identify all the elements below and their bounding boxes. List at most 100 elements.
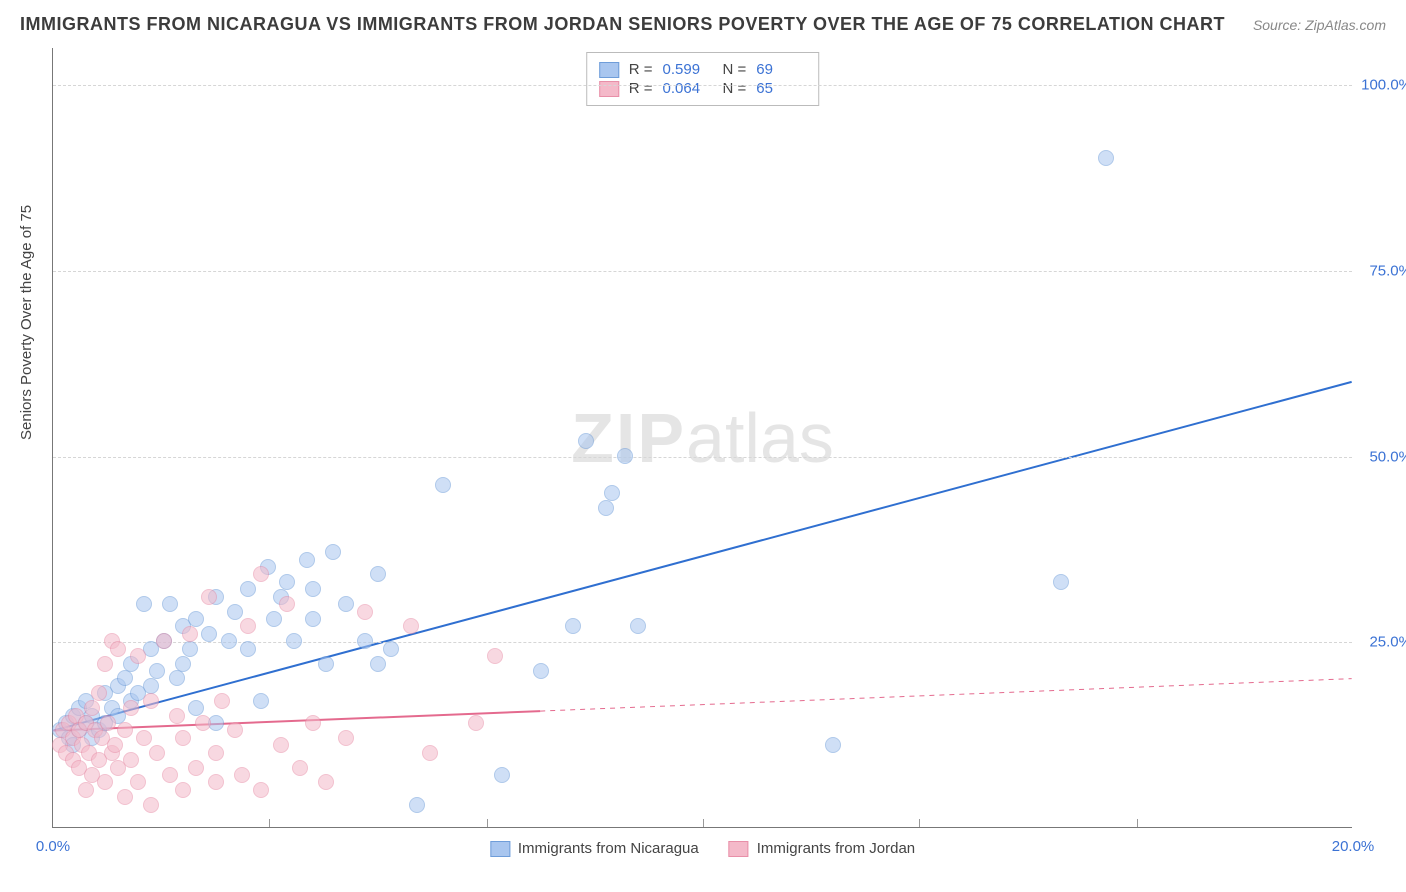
data-point [292, 760, 308, 776]
data-point [234, 767, 250, 783]
ytick-label: 25.0% [1357, 634, 1406, 651]
data-point [266, 611, 282, 627]
xtick-label: 20.0% [1332, 838, 1375, 855]
data-point [279, 596, 295, 612]
data-point [188, 611, 204, 627]
data-point [107, 737, 123, 753]
data-point [201, 589, 217, 605]
data-point [370, 656, 386, 672]
swatch-nicaragua-bottom [490, 841, 510, 857]
data-point [565, 618, 581, 634]
data-point [240, 581, 256, 597]
data-point [422, 745, 438, 761]
data-point [169, 708, 185, 724]
data-point [110, 641, 126, 657]
xtick-minor [487, 819, 488, 827]
data-point [188, 760, 204, 776]
data-point [598, 500, 614, 516]
data-point [338, 730, 354, 746]
ytick-label: 50.0% [1357, 448, 1406, 465]
data-point [117, 670, 133, 686]
ytick-label: 75.0% [1357, 262, 1406, 279]
data-point [578, 433, 594, 449]
data-point [117, 789, 133, 805]
data-point [123, 700, 139, 716]
data-point [617, 448, 633, 464]
data-point [208, 745, 224, 761]
data-point [143, 797, 159, 813]
data-point [273, 737, 289, 753]
data-point [825, 737, 841, 753]
data-point [227, 604, 243, 620]
data-point [143, 693, 159, 709]
data-point [182, 626, 198, 642]
data-point [169, 670, 185, 686]
data-point [100, 715, 116, 731]
data-point [299, 552, 315, 568]
data-point [117, 722, 133, 738]
data-point [357, 633, 373, 649]
data-point [487, 648, 503, 664]
gridline-h [53, 271, 1352, 272]
legend-label-nicaragua: Immigrants from Nicaragua [518, 840, 699, 857]
data-point [162, 596, 178, 612]
data-point [175, 656, 191, 672]
data-point [208, 774, 224, 790]
data-point [195, 715, 211, 731]
data-point [130, 648, 146, 664]
data-point [1053, 574, 1069, 590]
ytick-label: 100.0% [1357, 77, 1406, 94]
xtick-minor [269, 819, 270, 827]
data-point [97, 774, 113, 790]
data-point [383, 641, 399, 657]
data-point [279, 574, 295, 590]
data-point [240, 641, 256, 657]
data-point [286, 633, 302, 649]
xtick-minor [1137, 819, 1138, 827]
data-point [188, 700, 204, 716]
data-point [78, 782, 94, 798]
data-point [214, 693, 230, 709]
data-point [305, 715, 321, 731]
xtick-minor [703, 819, 704, 827]
data-point [156, 633, 172, 649]
data-point [175, 782, 191, 798]
plot-area: ZIPatlas R = 0.599 N = 69 R = 0.064 N = … [52, 48, 1352, 828]
data-point [357, 604, 373, 620]
data-point [123, 752, 139, 768]
data-point [162, 767, 178, 783]
data-point [84, 700, 100, 716]
data-point [435, 477, 451, 493]
title-bar: IMMIGRANTS FROM NICARAGUA VS IMMIGRANTS … [20, 14, 1386, 35]
data-point [318, 656, 334, 672]
legend-item-jordan: Immigrants from Jordan [729, 840, 915, 857]
legend-label-jordan: Immigrants from Jordan [757, 840, 915, 857]
regression-line-dashed [540, 679, 1351, 711]
data-point [604, 485, 620, 501]
xtick-label: 0.0% [36, 838, 70, 855]
data-point [325, 544, 341, 560]
data-point [136, 596, 152, 612]
data-point [1098, 150, 1114, 166]
data-point [253, 782, 269, 798]
data-point [227, 722, 243, 738]
swatch-jordan-bottom [729, 841, 749, 857]
data-point [630, 618, 646, 634]
data-point [403, 618, 419, 634]
chart-title: IMMIGRANTS FROM NICARAGUA VS IMMIGRANTS … [20, 14, 1225, 35]
source-attribution: Source: ZipAtlas.com [1253, 17, 1386, 33]
data-point [305, 581, 321, 597]
data-point [240, 618, 256, 634]
data-point [136, 730, 152, 746]
data-point [253, 566, 269, 582]
data-point [370, 566, 386, 582]
data-point [409, 797, 425, 813]
legend-item-nicaragua: Immigrants from Nicaragua [490, 840, 699, 857]
data-point [91, 685, 107, 701]
data-point [305, 611, 321, 627]
data-point [149, 663, 165, 679]
regression-line-solid [53, 382, 1351, 731]
y-axis-label: Seniors Poverty Over the Age of 75 [18, 205, 35, 440]
data-point [201, 626, 217, 642]
data-point [175, 730, 191, 746]
